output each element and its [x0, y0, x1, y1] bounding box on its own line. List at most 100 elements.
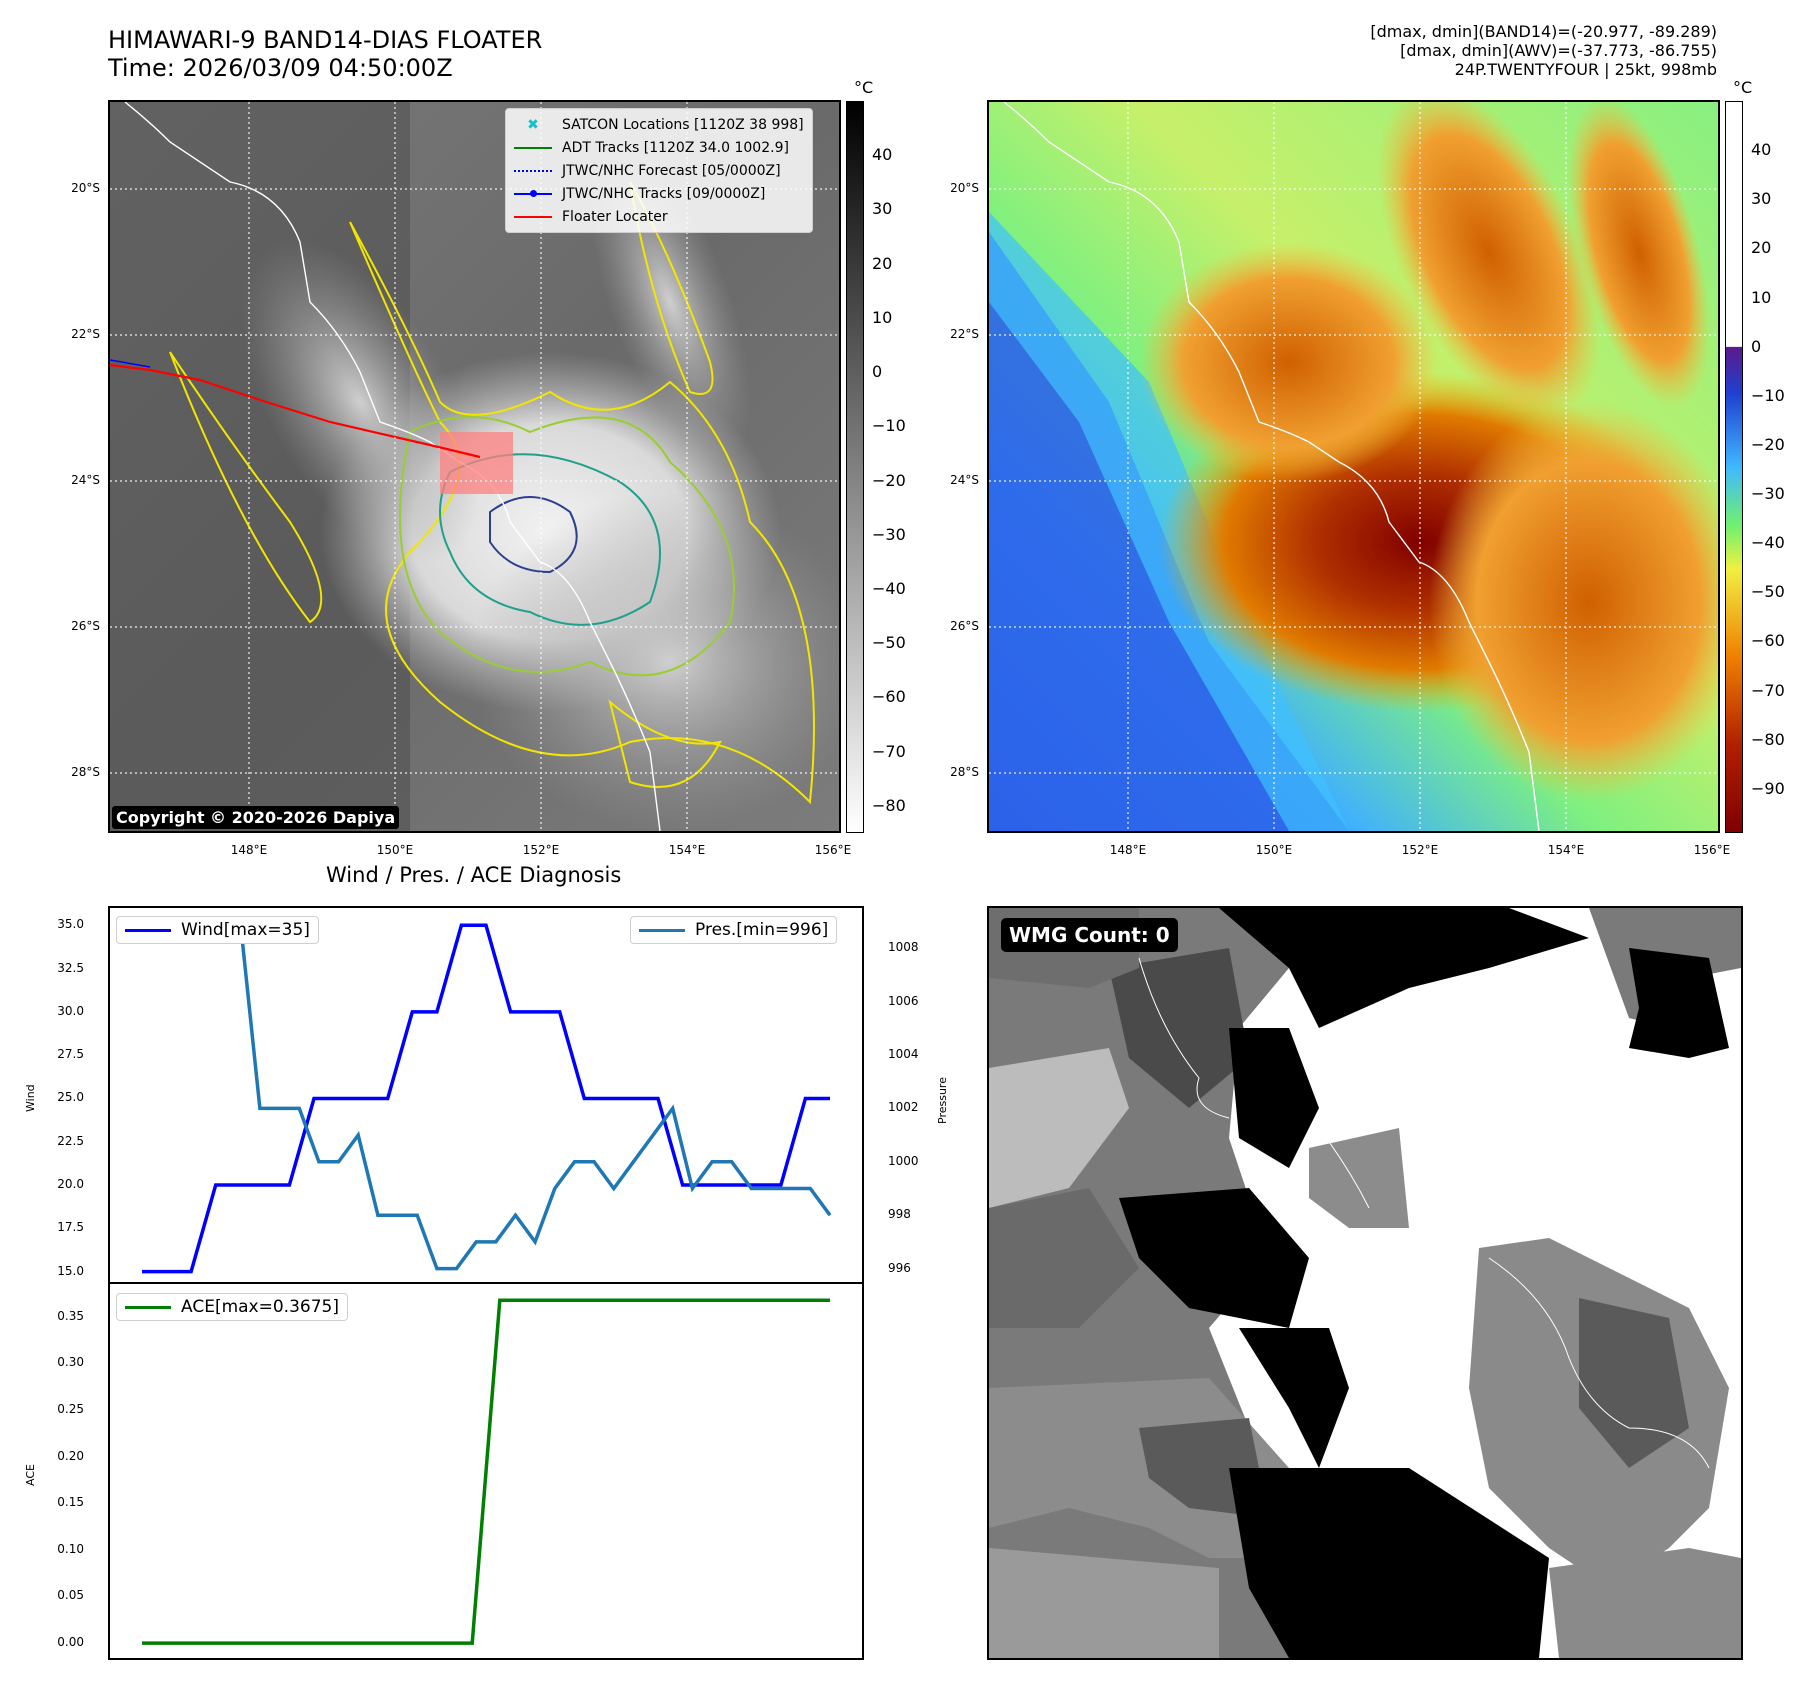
legend-satcon: ✖ SATCON Locations [1120Z 38 998] [514, 113, 804, 136]
legend-floater: Floater Locater [514, 205, 804, 228]
lat-label: 28°S [71, 765, 100, 779]
pressure-legend: Pres.[min=996] [630, 916, 838, 944]
awv-map-panel [987, 100, 1720, 833]
lon-label: 154°E [668, 843, 706, 857]
ace-tick-label: 0.05 [57, 1588, 84, 1603]
colorbar-left-tick-label: 0 [872, 362, 883, 382]
figure-title: HIMAWARI-9 BAND14-DIAS FLOATER Time: 202… [108, 26, 542, 82]
colorbar-left-tick-label: −40 [872, 579, 906, 598]
lon-label: 156°E [1693, 843, 1731, 857]
pressure-legend-line [639, 928, 685, 932]
wind-series-line [142, 923, 830, 1274]
colorbar-right-tick-label: −10 [1751, 385, 1785, 405]
colorbar-left-tick-label: −60 [872, 687, 906, 707]
colorbar-left-tick-label: −30 [872, 524, 906, 544]
stats-line-3: 24P.TWENTYFOUR | 25kt, 998mb [1454, 60, 1717, 79]
lat-label: 28°S [950, 765, 979, 779]
pressure-tick-label: 1008 [888, 940, 919, 955]
ace-tick-label: 0.30 [57, 1355, 84, 1370]
ace-series-line [142, 1298, 830, 1645]
pressure-series-line [142, 919, 832, 1271]
wind-legend-line [125, 928, 171, 932]
colorbar-right-tick-label: −70 [1751, 680, 1785, 700]
ace-legend: ACE[max=0.3675] [116, 1293, 348, 1321]
colorbar-right-tick-label: −40 [1751, 533, 1785, 553]
pressure-axis-label: Pressure [936, 1077, 949, 1124]
colorbar-right-tick-label: 0 [1751, 336, 1762, 356]
lat-label: 22°S [950, 327, 979, 341]
green-line-icon [514, 141, 552, 155]
stats-line-2: [dmax, dmin](AWV)=(-37.773, -86.755) [1400, 41, 1717, 60]
dotted-line-icon [514, 164, 552, 178]
pressure-tick-label: 1000 [888, 1153, 919, 1168]
wind-tick-label: 27.5 [57, 1047, 84, 1062]
ace-tick-label: 0.25 [57, 1401, 84, 1416]
lon-label: 148°E [1109, 843, 1147, 857]
wind-tick-label: 20.0 [57, 1177, 84, 1192]
pressure-tick-label: 996 [888, 1260, 911, 1275]
ace-panel [108, 1282, 864, 1660]
wind-tick-label: 25.0 [57, 1090, 84, 1105]
lon-label: 148°E [230, 843, 268, 857]
colorbar-left-tick-label: 40 [872, 145, 893, 165]
colorbar-right-tick-label: −30 [1751, 484, 1785, 504]
lon-label: 154°E [1547, 843, 1585, 857]
colorbar-right-tick-label: 20 [1751, 238, 1772, 258]
lon-label: 150°E [1255, 843, 1293, 857]
pressure-tick-label: 1004 [888, 1046, 919, 1061]
ace-plot [142, 1298, 830, 1645]
wind-pressure-plot [142, 919, 832, 1274]
colorbar-right-tick-label: −60 [1751, 631, 1785, 651]
ir-map-panel: ✖ SATCON Locations [1120Z 38 998] ADT Tr… [108, 100, 841, 833]
lat-label: 26°S [950, 619, 979, 633]
lon-label: 152°E [522, 843, 560, 857]
colorbar-left-tick-label: −80 [872, 795, 906, 815]
colorbar-left-tick-label: −20 [872, 470, 906, 490]
wmg-image [989, 908, 1741, 1658]
colorbar-left-tick-label: −10 [872, 416, 906, 436]
colorbar-right [1725, 101, 1743, 833]
colorbar-right-tick-label: 40 [1751, 140, 1772, 160]
red-line-icon [514, 210, 552, 224]
colorbar-left-unit: °C [854, 78, 874, 97]
stats-line-1: [dmax, dmin](BAND14)=(-20.977, -89.289) [1370, 22, 1717, 41]
map-legend: ✖ SATCON Locations [1120Z 38 998] ADT Tr… [505, 108, 813, 233]
title-line-2: Time: 2026/03/09 04:50:00Z [108, 54, 453, 82]
colorbar-right-tick-label: −20 [1751, 434, 1785, 454]
diagnosis-title: Wind / Pres. / ACE Diagnosis [326, 863, 622, 887]
colorbar-left-tick-label: −70 [872, 741, 906, 761]
wind-tick-label: 22.5 [57, 1133, 84, 1148]
title-line-1: HIMAWARI-9 BAND14-DIAS FLOATER [108, 26, 543, 54]
colorbar-left-tick-label: 10 [872, 307, 893, 327]
colorbar-right-tick-label: 30 [1751, 189, 1772, 209]
colorbar-right-tick-label: 10 [1751, 287, 1772, 307]
lat-label: 20°S [950, 181, 979, 195]
stats-block: [dmax, dmin](BAND14)=(-20.977, -89.289) … [1370, 22, 1717, 79]
lat-label: 22°S [71, 327, 100, 341]
lat-label: 20°S [71, 181, 100, 195]
colorbar-left-tick-label: −50 [872, 633, 906, 653]
legend-adt: ADT Tracks [1120Z 34.0 1002.9] [514, 136, 804, 159]
lat-label: 26°S [71, 619, 100, 633]
colorbar-left [846, 101, 864, 833]
legend-jtwc-tracks: JTWC/NHC Tracks [09/0000Z] [514, 182, 804, 205]
x-marker-icon: ✖ [527, 116, 539, 133]
wind-legend: Wind[max=35] [116, 916, 319, 944]
copyright-badge: Copyright © 2020-2026 Dapiya [112, 806, 400, 829]
lat-label: 24°S [71, 473, 100, 487]
wind-tick-label: 32.5 [57, 960, 84, 975]
pressure-tick-label: 1006 [888, 993, 919, 1008]
colorbar-right-tick-label: −90 [1751, 778, 1785, 798]
ace-tick-label: 0.20 [57, 1448, 84, 1463]
ace-tick-label: 0.10 [57, 1541, 84, 1556]
lat-label: 24°S [950, 473, 979, 487]
wind-pressure-panel [108, 906, 864, 1284]
pressure-tick-label: 998 [888, 1207, 911, 1222]
wind-axis-label: Wind [24, 1084, 37, 1112]
colorbar-left-tick-label: 30 [872, 199, 893, 219]
colorbar-right-tick-label: −50 [1751, 582, 1785, 602]
wmg-count-badge: WMG Count: 0 [1001, 918, 1178, 952]
colorbar-right-tick-label: −80 [1751, 729, 1785, 749]
lon-label: 156°E [814, 843, 852, 857]
ace-tick-label: 0.00 [57, 1635, 84, 1650]
